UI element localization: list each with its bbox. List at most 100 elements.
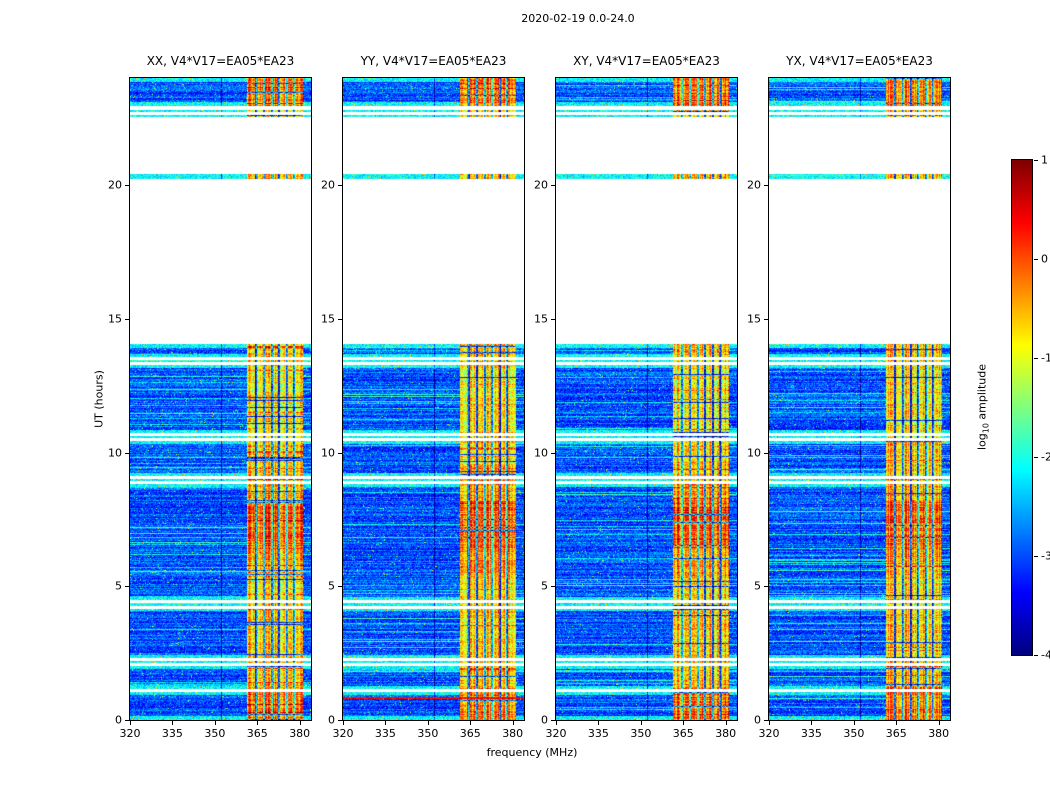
x-tick-label: 380 xyxy=(502,727,524,740)
x-tick-label: 350 xyxy=(204,727,226,740)
spectrogram-panel-yy xyxy=(342,77,525,721)
x-tick-label: 320 xyxy=(545,727,567,740)
y-tick xyxy=(338,586,342,588)
y-tick-label: 20 xyxy=(534,178,548,192)
y-tick-label: 20 xyxy=(321,178,335,192)
y-tick-label: 0 xyxy=(328,713,335,727)
y-tick xyxy=(551,318,555,320)
y-tick-label: 0 xyxy=(115,713,122,727)
x-tick xyxy=(556,721,557,725)
colorbar-tick-label: -1 xyxy=(1041,351,1050,365)
colorbar-tick-label: -3 xyxy=(1041,549,1050,563)
y-tick xyxy=(125,720,129,721)
x-tick xyxy=(299,721,301,725)
y-tick-label: 0 xyxy=(754,713,761,727)
spectrogram-panel-yx xyxy=(768,77,951,721)
x-tick-label: 365 xyxy=(459,727,481,740)
y-tick xyxy=(338,185,342,186)
x-tick-label: 335 xyxy=(587,727,609,740)
colorbar-tick xyxy=(1034,160,1038,161)
x-tick xyxy=(427,721,429,725)
y-tick xyxy=(338,452,342,454)
x-tick xyxy=(214,721,216,725)
x-tick-label: 350 xyxy=(630,727,652,740)
y-tick-label: 10 xyxy=(108,446,122,459)
y-tick-label: 10 xyxy=(747,446,761,459)
x-tick-label: 365 xyxy=(246,727,268,740)
x-tick xyxy=(853,721,855,725)
y-tick xyxy=(764,720,768,721)
y-tick-label: 5 xyxy=(328,579,335,593)
y-tick xyxy=(125,185,129,186)
colorbar-tick-label: 1 xyxy=(1041,153,1048,167)
x-tick-label: 320 xyxy=(758,727,780,740)
y-tick-label: 20 xyxy=(747,178,761,192)
x-tick-label: 350 xyxy=(843,727,865,740)
colorbar-tick xyxy=(1034,457,1038,458)
spectrogram-panel-xx xyxy=(129,77,312,721)
colorbar-gradient xyxy=(1011,159,1033,656)
figure-title: 2020-02-19 0.0-24.0 xyxy=(521,12,635,25)
x-tick xyxy=(896,721,898,725)
y-tick xyxy=(338,720,342,721)
y-tick-label: 10 xyxy=(321,446,335,459)
x-tick xyxy=(811,721,813,725)
panel-title-yy: YY, V4*V17=EA05*EA23 xyxy=(360,54,507,68)
x-tick xyxy=(725,721,727,725)
y-tick-label: 15 xyxy=(108,312,122,326)
x-tick-label: 365 xyxy=(672,727,694,740)
x-tick xyxy=(172,721,174,725)
x-tick xyxy=(385,721,387,725)
y-tick-label: 5 xyxy=(754,579,761,593)
colorbar-label-prefix: log xyxy=(975,433,989,451)
x-tick xyxy=(470,721,472,725)
colorbar-tick-label: 0 xyxy=(1041,252,1048,266)
x-tick-label: 320 xyxy=(119,727,141,740)
x-tick-label: 380 xyxy=(715,727,737,740)
colorbar-tick xyxy=(1034,655,1038,656)
spectrogram-panel-xy xyxy=(555,77,738,721)
y-tick-label: 20 xyxy=(108,178,122,192)
x-tick xyxy=(130,721,131,725)
colorbar-label-suffix: amplitude xyxy=(975,363,989,424)
y-tick xyxy=(125,452,129,454)
colorbar-tick xyxy=(1034,556,1038,557)
x-tick-label: 380 xyxy=(289,727,311,740)
x-tick-label: 320 xyxy=(332,727,354,740)
panel-title-yx: YX, V4*V17=EA05*EA23 xyxy=(786,54,933,68)
x-tick-label: 380 xyxy=(928,727,950,740)
x-tick-label: 350 xyxy=(417,727,439,740)
x-tick xyxy=(938,721,940,725)
x-tick xyxy=(769,721,770,725)
y-tick-label: 5 xyxy=(115,579,122,593)
x-tick-label: 365 xyxy=(885,727,907,740)
y-tick xyxy=(764,586,768,588)
y-tick-label: 10 xyxy=(534,446,548,459)
x-tick xyxy=(683,721,685,725)
colorbar-tick xyxy=(1034,358,1038,359)
x-tick xyxy=(598,721,600,725)
colorbar-tick-label: -2 xyxy=(1041,450,1050,464)
colorbar-tick-label: -4 xyxy=(1041,648,1050,662)
x-tick xyxy=(257,721,259,725)
colorbar-label-sub: 10 xyxy=(981,423,991,434)
y-tick xyxy=(764,185,768,186)
y-tick xyxy=(551,720,555,721)
x-tick xyxy=(512,721,514,725)
y-tick xyxy=(125,318,129,320)
y-tick-label: 15 xyxy=(747,312,761,326)
y-tick xyxy=(125,586,129,588)
y-axis-label: UT (hours) xyxy=(92,370,106,428)
y-tick xyxy=(338,318,342,320)
y-tick xyxy=(764,452,768,454)
x-axis-label: frequency (MHz) xyxy=(486,746,578,759)
x-tick xyxy=(343,721,344,725)
y-tick xyxy=(764,318,768,320)
y-tick xyxy=(551,452,555,454)
x-tick-label: 335 xyxy=(161,727,183,740)
x-tick-label: 335 xyxy=(800,727,822,740)
y-tick xyxy=(551,586,555,588)
x-tick xyxy=(640,721,642,725)
colorbar-label: log10 amplitude xyxy=(975,364,990,450)
